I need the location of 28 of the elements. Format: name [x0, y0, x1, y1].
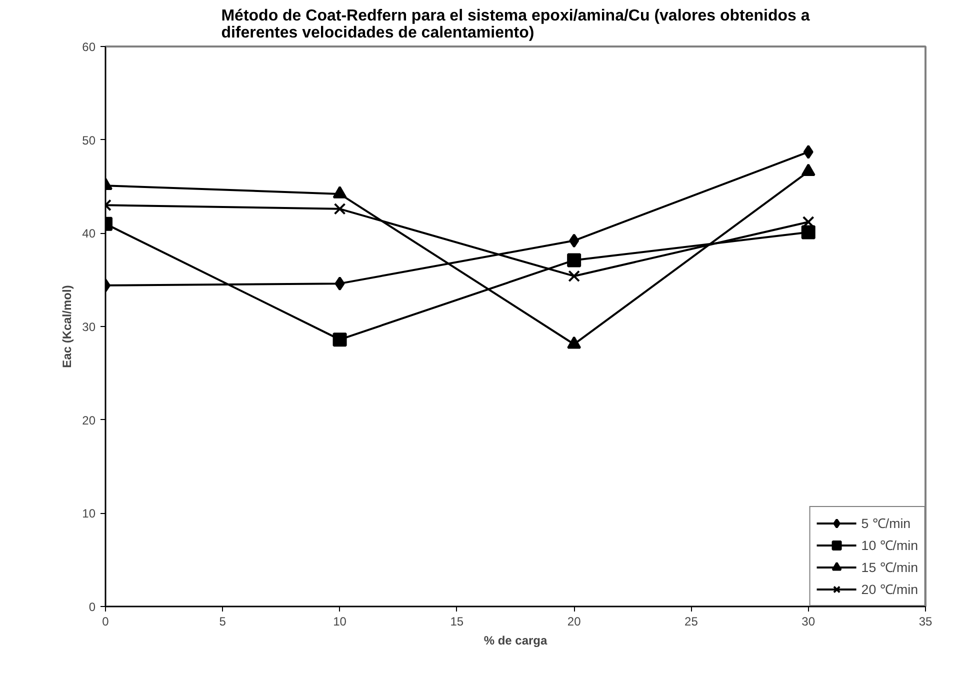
legend-label: 5 ℃/min [861, 515, 911, 532]
y-tick-label: 0 [88, 600, 96, 614]
x-axis-title: % de carga [484, 634, 548, 648]
x-tick-label: 15 [450, 614, 464, 628]
x-tick-label: 25 [684, 614, 698, 628]
legend-label: 10 ℃/min [861, 537, 918, 554]
point [567, 253, 582, 268]
x-tick-label: 30 [802, 614, 816, 628]
y-tick-label: 60 [82, 40, 96, 54]
legend-label: 20 ℃/min [861, 581, 918, 598]
x-tick-label: 35 [918, 614, 932, 628]
y-tick-label: 10 [82, 506, 96, 521]
point [801, 164, 816, 176]
x-tick-label: 20 [567, 614, 582, 628]
y-tick-label: 50 [82, 133, 96, 148]
y-tick-label: 30 [82, 320, 96, 334]
point [803, 144, 814, 159]
x-tick-label: 5 [219, 614, 226, 628]
x-tick-label: 10 [333, 614, 347, 628]
y-tick-label: 40 [82, 226, 96, 241]
chart-title: Método de Coat-Redfern para el sistema epoxi/amina/Cu (valores obtenidos a diferentes velocidades de calentamiento) [221, 8, 810, 42]
x-tick-label: 0 [102, 614, 110, 628]
y-tick-label: 20 [82, 413, 96, 428]
legend-label: 15 ℃/min [861, 559, 918, 576]
point [569, 234, 580, 248]
y-axis-title: Eac (Kcal/mol) [60, 285, 74, 368]
point [801, 225, 816, 240]
point [568, 270, 580, 282]
